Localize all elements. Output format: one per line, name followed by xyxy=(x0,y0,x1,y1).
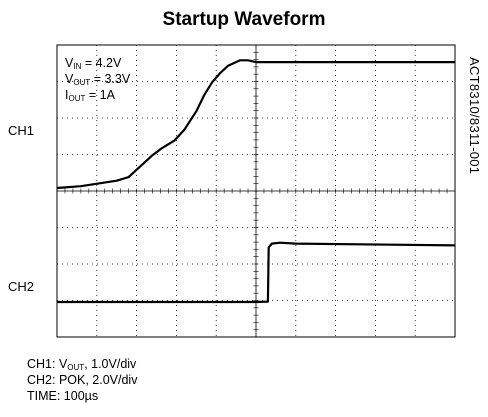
vin-condition: VIN = 4.2V xyxy=(65,56,122,71)
traces xyxy=(56,59,456,304)
ch1-label: CH1 xyxy=(8,123,35,138)
ch2-label: CH2 xyxy=(8,279,35,294)
vout-condition: VOUT = 3.3V xyxy=(65,72,131,87)
part-number-label: ACT8310/8311-001 xyxy=(467,57,482,175)
footer-time-scale: TIME: 100µs xyxy=(27,389,99,403)
trace-ch2 xyxy=(57,241,456,304)
iout-condition: IOUT = 1A xyxy=(65,88,115,103)
footer-ch1-scale: CH1: VOUT, 1.0V/div xyxy=(27,357,137,372)
chart-title: Startup Waveform xyxy=(162,9,326,30)
grid xyxy=(56,44,456,338)
footer-ch2-scale: CH2: POK, 2.0V/div xyxy=(27,373,138,387)
trace-ch1 xyxy=(56,59,455,190)
